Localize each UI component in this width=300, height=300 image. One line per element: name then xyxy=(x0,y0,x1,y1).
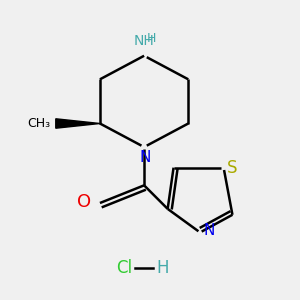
Text: H: H xyxy=(156,259,168,277)
Text: H: H xyxy=(147,32,156,45)
Text: NH: NH xyxy=(134,34,154,48)
Text: S: S xyxy=(226,159,237,177)
Text: N: N xyxy=(140,150,151,165)
Text: O: O xyxy=(77,193,91,211)
Polygon shape xyxy=(56,119,100,128)
Text: Cl: Cl xyxy=(116,259,132,277)
Text: CH₃: CH₃ xyxy=(27,117,50,130)
Text: N: N xyxy=(203,224,214,238)
